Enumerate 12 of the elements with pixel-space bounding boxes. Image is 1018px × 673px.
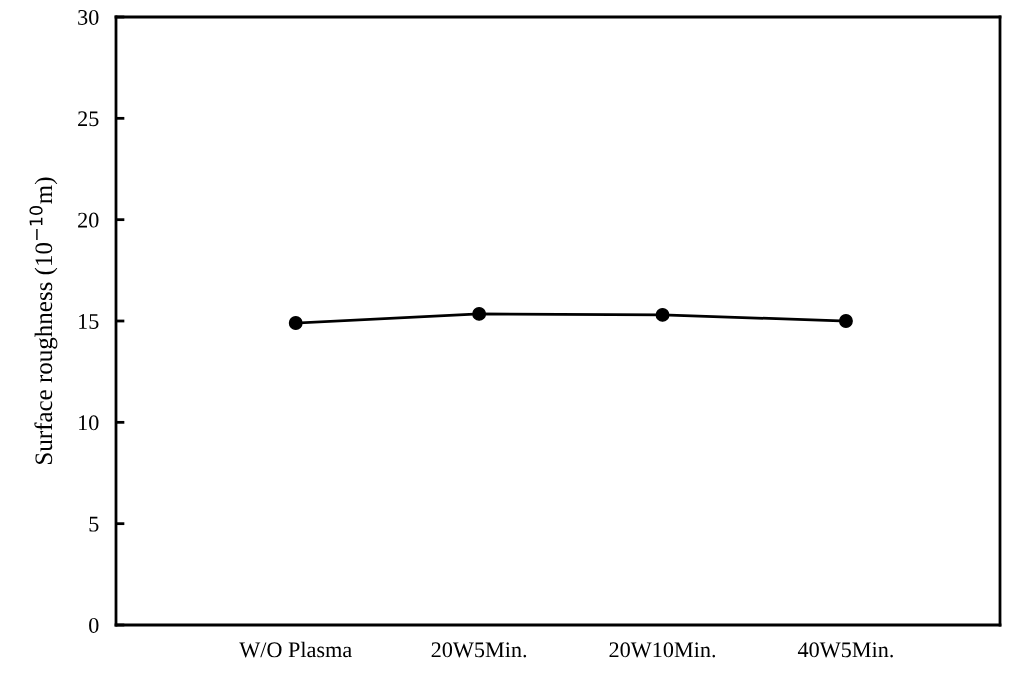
x-tick-label: 40W5Min.: [797, 642, 893, 658]
x-tick-label: 20W10Min.: [609, 642, 716, 658]
y-tick-label: 10: [79, 415, 99, 431]
y-tick-label: 15: [79, 314, 99, 329]
y-tick-label: 30: [78, 9, 99, 25]
x-tick-label: 20W5Min.: [431, 642, 527, 658]
y-axis-title: Surface roughness (10$^{−10}$m): [29, 177, 58, 464]
y-tick-label: 5: [89, 516, 99, 532]
y-tick-label: 20: [78, 212, 99, 228]
y-tick-label: 0: [89, 617, 99, 633]
y-tick-label: 25: [78, 111, 99, 127]
x-tick-label: W/O Plasma: [239, 641, 352, 658]
